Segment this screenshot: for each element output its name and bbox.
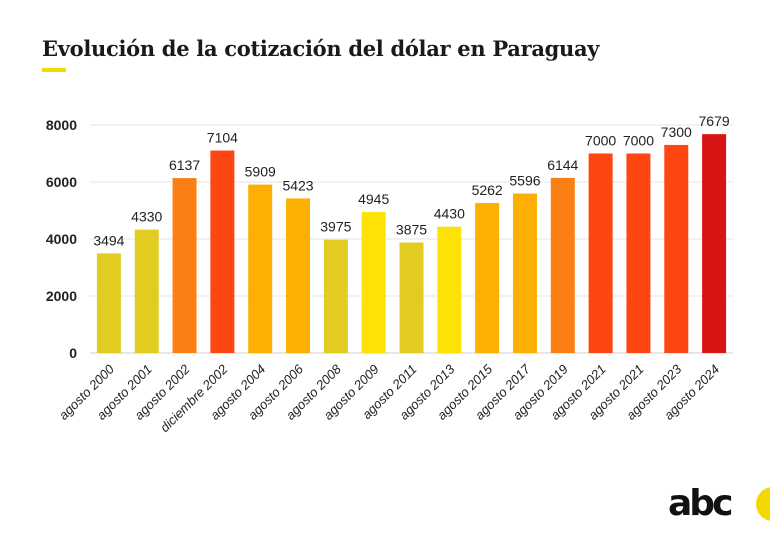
bar [702, 134, 727, 353]
title-underline [42, 68, 66, 72]
y-tick-label: 0 [69, 345, 77, 361]
data-label: 6137 [169, 157, 200, 173]
data-label: 5262 [472, 182, 503, 198]
abc-logo: abc [668, 483, 733, 524]
data-label: 7300 [661, 124, 692, 140]
bar [475, 203, 500, 353]
y-tick-label: 4000 [46, 231, 77, 247]
data-label: 6144 [547, 157, 578, 173]
data-label: 4945 [358, 191, 389, 207]
bar [588, 153, 613, 353]
bar [172, 178, 197, 353]
brand-circle-icon [756, 487, 770, 521]
bar [248, 184, 273, 353]
bar [399, 242, 424, 353]
data-label: 7000 [585, 133, 616, 149]
data-label: 5909 [245, 164, 276, 180]
bar [361, 212, 386, 353]
y-tick-label: 6000 [46, 174, 77, 190]
bar [96, 253, 121, 353]
bar [664, 144, 689, 353]
y-tick-label: 2000 [46, 288, 77, 304]
bar [512, 193, 537, 353]
data-label: 3875 [396, 222, 427, 238]
data-label: 7104 [207, 130, 238, 146]
bar [437, 226, 462, 353]
data-label: 7679 [699, 113, 730, 129]
bar [626, 153, 651, 353]
data-label: 4430 [434, 206, 465, 222]
data-label: 3975 [320, 219, 351, 235]
chart-title: Evolución de la cotización del dólar en … [42, 36, 600, 61]
bar [550, 177, 575, 353]
bar [323, 239, 348, 353]
data-label: 7000 [623, 133, 654, 149]
data-label: 5596 [509, 173, 540, 189]
data-label: 5423 [282, 177, 313, 193]
data-label: 4330 [131, 209, 162, 225]
bar [134, 229, 159, 353]
data-label: 3494 [93, 232, 124, 248]
bar [286, 198, 311, 353]
bar [210, 150, 235, 353]
y-tick-label: 8000 [46, 117, 77, 133]
